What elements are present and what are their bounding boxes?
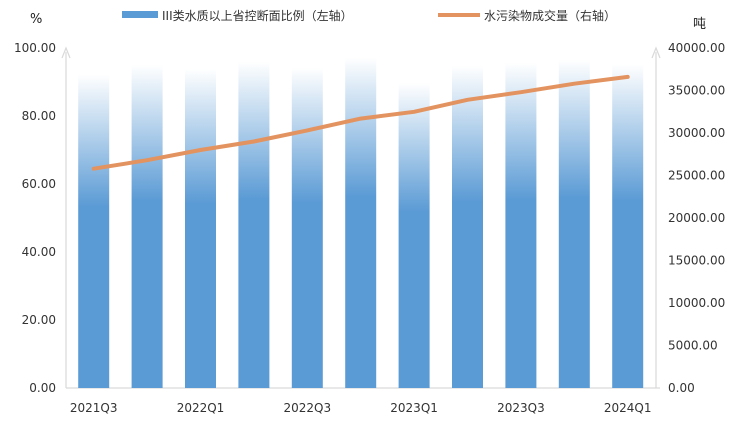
y-left-tick-label: 0.00 — [29, 381, 56, 395]
bar-2022Q1 — [185, 69, 216, 388]
y-right-tick-label: 5000.00 — [668, 339, 718, 353]
legend-label-line: 水污染物成交量（右轴） — [484, 8, 616, 23]
bar-2021Q4 — [131, 65, 163, 388]
y-left-tick-label: 20.00 — [22, 313, 56, 327]
bar-2024Q1 — [612, 64, 644, 389]
line-point-2022Q1 — [198, 148, 203, 152]
y-right-tick-label: 10000.00 — [668, 296, 725, 310]
y-right-axis-arrow — [651, 46, 661, 59]
x-tick-label: 2021Q3 — [70, 401, 118, 415]
x-tick-label: 2023Q1 — [390, 401, 438, 415]
bar-series — [78, 57, 644, 389]
y-left-tick-label: 80.00 — [22, 109, 56, 123]
legend-label-bars: III类水质以上省控断面比例（左轴） — [162, 8, 353, 23]
x-tick-label: 2022Q1 — [177, 401, 225, 415]
y-right-unit-label: 吨 — [693, 17, 706, 32]
y-right-tick-label: 25000.00 — [668, 169, 725, 183]
legend: III类水质以上省控断面比例（左轴） 水污染物成交量（右轴） — [122, 8, 616, 23]
bar-2022Q4 — [345, 57, 377, 388]
line-point-2021Q4 — [145, 158, 149, 162]
line-point-2023Q2 — [465, 98, 470, 102]
legend-swatch-bars — [122, 11, 158, 18]
bar-2023Q1 — [398, 83, 430, 388]
y-right-tick-label: 15000.00 — [668, 254, 725, 268]
x-tick-label: 2024Q1 — [604, 401, 652, 415]
bar-2023Q2 — [452, 65, 483, 388]
y-left-tick-label: 100.00 — [14, 41, 56, 55]
bar-2021Q3 — [78, 74, 110, 388]
line-point-2024Q1 — [626, 75, 630, 79]
bar-2022Q3 — [291, 67, 323, 388]
line-point-2023Q4 — [572, 82, 576, 86]
x-tick-label: 2022Q3 — [283, 401, 331, 415]
x-tick-label: 2023Q3 — [497, 401, 545, 415]
y-right-tick-label: 40000.00 — [668, 41, 725, 55]
line-point-2022Q2 — [252, 139, 256, 144]
y-right-tick-label: 20000.00 — [668, 211, 725, 225]
y-left-tick-labels: 0.00 20.00 40.00 60.00 80.00 100.00 — [14, 41, 56, 395]
y-left-unit-label: % — [30, 12, 42, 27]
y-left-tick-label: 60.00 — [22, 177, 56, 191]
line-point-2022Q4 — [359, 117, 363, 121]
line-series — [91, 74, 630, 171]
y-left-axis-arrow — [61, 46, 71, 59]
bar-2022Q2 — [238, 61, 270, 389]
line-point-2023Q3 — [519, 90, 523, 94]
bar-2023Q3 — [505, 63, 537, 388]
y-left-tick-label: 40.00 — [22, 245, 56, 259]
y-right-tick-label: 35000.00 — [668, 84, 725, 98]
y-right-tick-labels: 0.00 5000.00 10000.00 15000.00 20000.00 25000… — [668, 41, 725, 395]
y-right-tick-label: 0.00 — [668, 381, 695, 395]
line-point-2022Q3 — [305, 128, 309, 132]
line-point-2023Q1 — [412, 110, 416, 114]
bar-2023Q4 — [558, 59, 590, 388]
x-tick-labels: 2021Q3 2022Q1 2022Q3 2023Q1 2023Q3 2024Q1 — [70, 401, 652, 415]
y-right-tick-label: 30000.00 — [668, 126, 725, 140]
line-point-2021Q3 — [92, 167, 96, 171]
